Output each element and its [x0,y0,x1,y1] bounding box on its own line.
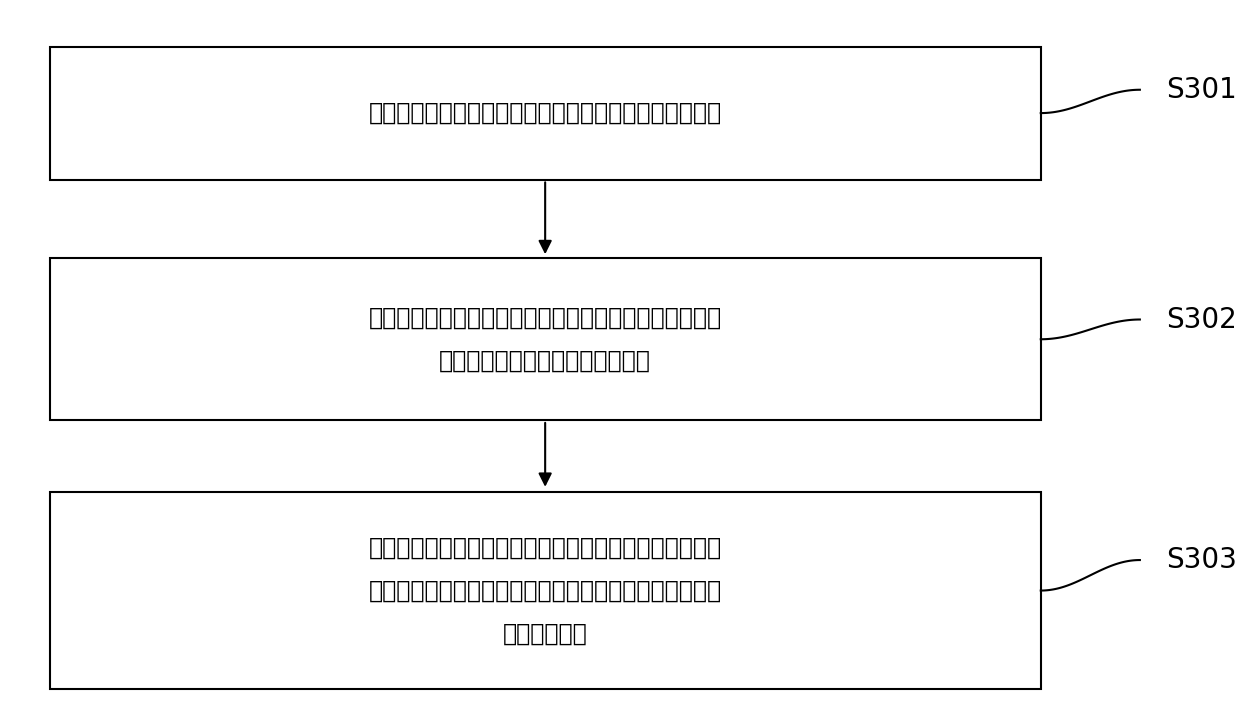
Text: 求解所述机器臂运动学方程组，获取所述机器臂的目标大: 求解所述机器臂运动学方程组，获取所述机器臂的目标大 [368,306,722,330]
Text: 通过误差补偿法根据所述目标大臂长、小臂长以及第二关: 通过误差补偿法根据所述目标大臂长、小臂长以及第二关 [368,536,722,559]
Text: S303: S303 [1166,546,1238,574]
Text: S301: S301 [1166,76,1238,103]
Bar [50,47,1041,180]
Text: 节偏转角对所述机器臂的当前大臂长、小臂长以及第二关: 节偏转角对所述机器臂的当前大臂长、小臂长以及第二关 [368,579,722,602]
Text: 根据误差模型以及所述测量参数构建机器臂运动学方程组: 根据误差模型以及所述测量参数构建机器臂运动学方程组 [368,101,722,125]
Bar [50,492,1041,689]
Text: S302: S302 [1166,306,1238,333]
Text: 节角进行校正: 节角进行校正 [503,622,587,645]
Text: 臂长、小臂长以及第二关节偏转角: 臂长、小臂长以及第二关节偏转角 [439,349,652,373]
Bar [50,258,1041,420]
